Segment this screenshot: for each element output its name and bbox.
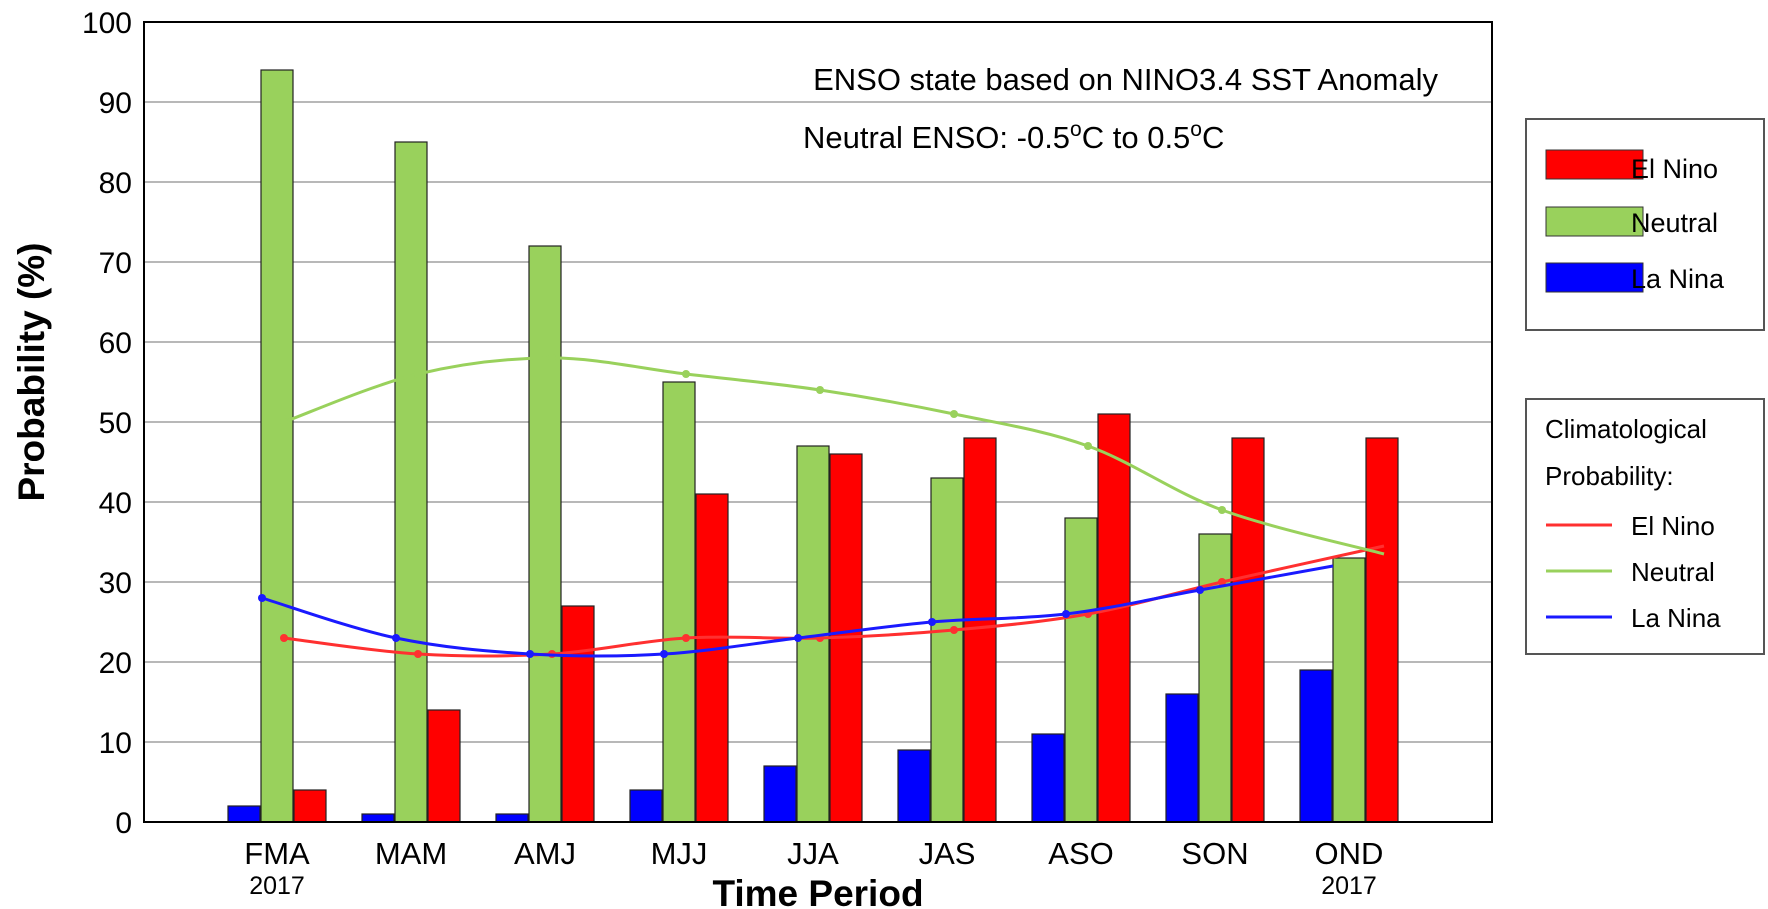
x-tick-year: 2017 (1321, 872, 1377, 900)
y-tick-label: 0 (115, 807, 132, 840)
clim-point-neutral (280, 418, 288, 426)
x-tick-label: AMJ (514, 836, 576, 871)
legend-swatch-el-nino (1545, 149, 1644, 180)
clim-point-neutral (548, 354, 556, 362)
bar-la-nina (897, 749, 931, 823)
bar-neutral (662, 381, 696, 823)
bar-el-nino (1365, 437, 1399, 823)
bar-el-nino (561, 605, 595, 823)
clim-point-neutral (950, 410, 958, 418)
clim-point-neutral (1084, 442, 1092, 450)
y-tick-label: 30 (99, 567, 132, 600)
bar-el-nino (293, 789, 327, 823)
degree-sup-1: o (1070, 118, 1082, 141)
grid-lines (144, 101, 1492, 743)
legend-swatch-neutral (1545, 206, 1644, 237)
legend-clim-label-la-nina: La Nina (1631, 603, 1721, 633)
y-tick-label: 10 (99, 727, 132, 760)
legend-bars: El Nino Neutral La Nina (1525, 118, 1765, 331)
clim-point-la-nina (392, 634, 400, 642)
bar-neutral (930, 477, 964, 823)
y-tick-label: 80 (99, 167, 132, 200)
clim-point-la-nina (660, 650, 668, 658)
y-axis-ticks: 0 10 20 30 40 50 60 70 80 90 100 (82, 7, 132, 840)
clim-point-la-nina (1062, 610, 1070, 618)
x-tick-year: 2017 (249, 872, 305, 900)
bar-la-nina (629, 789, 663, 823)
clim-point-la-nina (258, 594, 266, 602)
legend-swatch-la-nina (1545, 262, 1644, 293)
bar-neutral (1064, 517, 1098, 823)
bar-la-nina (361, 813, 395, 823)
clim-point-el-nino (682, 634, 690, 642)
clim-point-neutral (816, 386, 824, 394)
climatology-lines (258, 354, 1385, 658)
clim-point-neutral (414, 370, 422, 378)
bar-neutral (1332, 557, 1366, 823)
x-tick-label: SON (1181, 836, 1248, 871)
x-tick-label: ASO (1048, 836, 1113, 871)
bar-la-nina (1165, 693, 1199, 823)
y-tick-label: 20 (99, 647, 132, 680)
clim-point-la-nina (1196, 586, 1204, 594)
legend-clim-label-el-nino: El Nino (1631, 511, 1715, 541)
clim-point-la-nina (928, 618, 936, 626)
x-tick-label: OND (1315, 836, 1384, 871)
x-tick-label: MJJ (651, 836, 708, 871)
x-axis-title: Time Period (712, 873, 923, 909)
clim-point-el-nino (414, 650, 422, 658)
y-tick-label: 70 (99, 247, 132, 280)
x-tick-label: MAM (375, 836, 447, 871)
clim-point-la-nina (526, 650, 534, 658)
clim-point-neutral (682, 370, 690, 378)
bar-el-nino (1231, 437, 1265, 823)
annotation-part-1: Neutral ENSO: -0.5 (803, 120, 1070, 155)
x-tick-label: JAS (919, 836, 976, 871)
x-tick-label: JJA (787, 836, 839, 871)
clim-point-la-nina (794, 634, 802, 642)
bar-la-nina (495, 813, 529, 823)
bar-neutral (260, 69, 294, 823)
bar-el-nino (695, 493, 729, 823)
clim-point-neutral (1218, 506, 1226, 514)
legend-label-el-nino: El Nino (1631, 154, 1718, 184)
bar-la-nina (227, 805, 261, 823)
legend-clim-label-neutral: Neutral (1631, 557, 1715, 587)
plot-frame (143, 21, 1493, 823)
y-tick-label: 40 (99, 487, 132, 520)
clim-point-el-nino (1218, 578, 1226, 586)
bar-neutral (394, 141, 428, 823)
y-tick-label: 90 (99, 87, 132, 120)
bar-la-nina (1031, 733, 1065, 823)
legend-clim-title-1: Climatological (1545, 414, 1707, 444)
y-axis-title: Probability (%) (11, 242, 52, 501)
legend-label-la-nina: La Nina (1631, 264, 1725, 294)
legend-label-neutral: Neutral (1631, 208, 1718, 238)
bar-el-nino (427, 709, 461, 823)
bar-neutral (528, 245, 562, 823)
annotation-title: ENSO state based on NINO3.4 SST Anomaly (813, 62, 1438, 97)
clim-point-el-nino (280, 634, 288, 642)
clim-point-el-nino (950, 626, 958, 634)
legend-clim-title-2: Probability: (1545, 461, 1674, 491)
annotation-neutral-range: Neutral ENSO: -0.5oC to 0.5oC (803, 118, 1224, 155)
bar-el-nino (1097, 413, 1131, 823)
bar-la-nina (1299, 669, 1333, 823)
y-tick-label: 100 (82, 7, 132, 40)
bar-la-nina (763, 765, 797, 823)
y-tick-label: 60 (99, 327, 132, 360)
degree-sup-2: o (1190, 118, 1202, 141)
bar-neutral (1198, 533, 1232, 823)
y-tick-label: 50 (99, 407, 132, 440)
legend-climatology: Climatological Probability: El Nino Neut… (1525, 398, 1765, 655)
x-tick-label: FMA (244, 836, 310, 871)
annotation-part-2: C to 0.5 (1082, 120, 1191, 155)
annotation-part-3: C (1202, 120, 1224, 155)
bars (227, 69, 1399, 823)
